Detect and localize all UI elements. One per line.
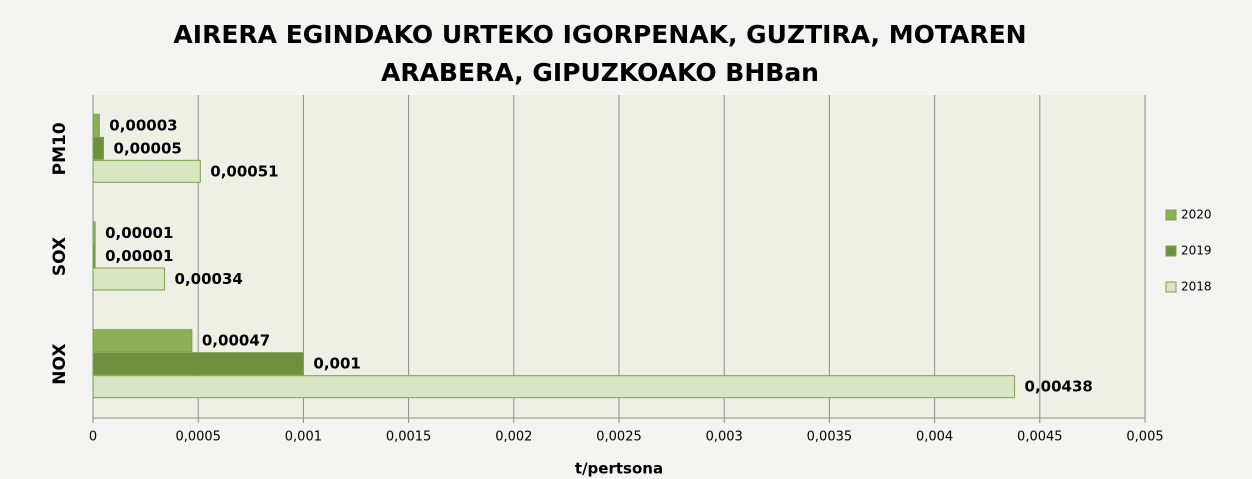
legend-swatch <box>1165 209 1177 221</box>
value-label: 0,00003 <box>109 116 177 134</box>
legend-label: 2019 <box>1181 244 1212 258</box>
x-tick-label: 0,003 <box>706 430 743 445</box>
value-label: 0,00438 <box>1025 378 1093 396</box>
x-tick-label: 0,002 <box>495 430 532 445</box>
x-tick-label: 0,005 <box>1126 430 1163 445</box>
x-axis-label: t/pertsona <box>575 460 663 478</box>
x-tick-label: 0,001 <box>285 430 322 445</box>
chart-title: ARABERA, GIPUZKOAKO BHBan <box>381 58 819 87</box>
value-label: 0,00047 <box>202 332 270 350</box>
bar <box>92 329 193 353</box>
bar <box>92 159 201 183</box>
bar <box>92 375 1016 399</box>
value-label: 0,00001 <box>105 247 173 265</box>
chart-title: AIRERA EGINDAKO URTEKO IGORPENAK, GUZTIR… <box>173 20 1026 49</box>
bar <box>92 136 105 160</box>
x-tick-label: 0,0025 <box>596 430 642 445</box>
y-tick-label: PM10 <box>50 122 70 175</box>
value-label: 0,00051 <box>210 162 278 180</box>
y-tick-label: NOX <box>50 344 70 385</box>
bar <box>92 352 304 376</box>
legend-swatch <box>1165 245 1177 257</box>
bar <box>92 113 100 137</box>
x-tick-label: 0,0015 <box>386 430 432 445</box>
x-tick-label: 0,004 <box>916 430 953 445</box>
x-tick-label: 0,0045 <box>1017 430 1063 445</box>
bar <box>92 267 166 291</box>
value-label: 0,001 <box>313 355 360 373</box>
legend-swatch <box>1165 281 1177 293</box>
bar <box>92 221 96 245</box>
bar <box>92 244 96 268</box>
value-label: 0,00001 <box>105 224 173 242</box>
y-tick-label: SOX <box>50 237 70 276</box>
x-tick-label: 0,0035 <box>807 430 853 445</box>
value-label: 0,00005 <box>114 139 182 157</box>
x-tick-label: 0,0005 <box>175 430 221 445</box>
x-tick-label: 0 <box>89 430 97 445</box>
legend-label: 2018 <box>1181 280 1212 294</box>
legend-label: 2020 <box>1181 208 1212 222</box>
value-label: 0,00034 <box>175 270 243 288</box>
